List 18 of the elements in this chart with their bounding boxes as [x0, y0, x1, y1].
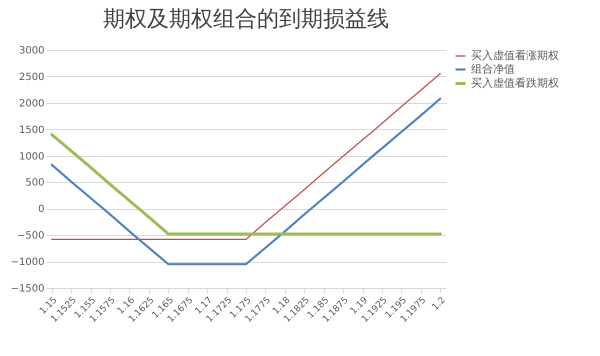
y-tick-label: 2500	[19, 72, 44, 83]
line-series	[50, 133, 442, 236]
y-tick-label: 1500	[19, 124, 44, 136]
line-series	[50, 98, 442, 266]
line-series	[51, 73, 441, 240]
y-tick-label: 3000	[19, 46, 44, 56]
chart-title: 期权及期权组合的到期损益线	[103, 7, 389, 32]
y-tick-label: −1500	[10, 284, 44, 294]
x-tick-label: 1.2	[430, 296, 448, 313]
y-tick-label: −500	[17, 230, 44, 242]
legend-label: 组合净值	[471, 62, 515, 76]
y-tick-label: 2000	[19, 98, 44, 110]
y-tick-label: 0	[38, 204, 44, 216]
y-tick-label: 1000	[19, 151, 44, 162]
legend-label: 买入虚值看跌期权	[471, 76, 559, 90]
y-tick-label: 500	[25, 178, 44, 189]
y-tick-label: −1000	[10, 257, 44, 268]
legend-label: 买入虚值看涨期权	[471, 49, 559, 62]
